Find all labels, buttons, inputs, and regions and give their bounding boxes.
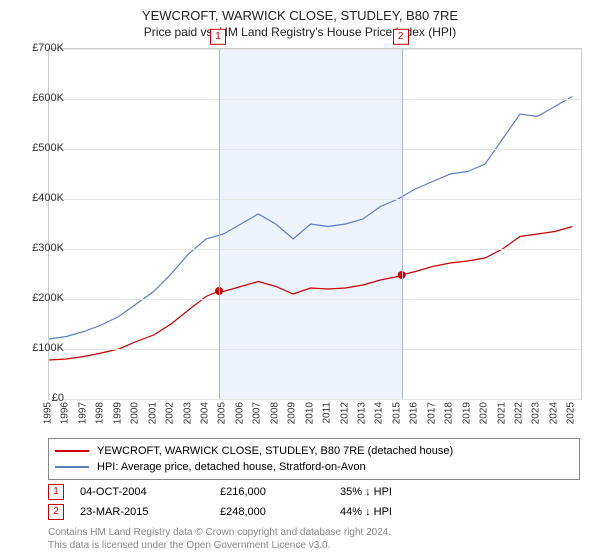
legend-label: YEWCROFT, WARWICK CLOSE, STUDLEY, B80 7R… — [97, 445, 453, 457]
y-tick-label: £400K — [8, 192, 64, 204]
footer-line-2: This data is licensed under the Open Gov… — [48, 539, 391, 552]
sale-diff: 44% ↓ HPI — [340, 506, 580, 518]
x-tick-label: 1999 — [112, 402, 123, 424]
y-tick-label: £700K — [8, 42, 64, 54]
x-tick-label: 2021 — [496, 402, 507, 424]
x-tick-label: 2001 — [147, 402, 158, 424]
x-tick-label: 2000 — [130, 402, 141, 424]
legend-swatch — [55, 466, 89, 468]
x-tick-label: 1996 — [60, 402, 71, 424]
sale-row: 1 04-OCT-2004£216,00035% ↓ HPI — [48, 482, 580, 502]
x-tick-label: 2012 — [339, 402, 350, 424]
x-tick-label: 2007 — [252, 402, 263, 424]
sale-marker-flag: 2 — [393, 29, 409, 45]
y-tick-label: £0 — [8, 392, 64, 404]
x-tick-label: 2009 — [287, 402, 298, 424]
sale-price: £216,000 — [220, 486, 340, 498]
x-tick-label: 2017 — [426, 402, 437, 424]
x-tick-label: 2020 — [479, 402, 490, 424]
gridline — [49, 349, 581, 350]
x-tick-label: 2025 — [566, 402, 577, 424]
sale-date: 04-OCT-2004 — [80, 486, 220, 498]
gridline — [49, 199, 581, 200]
sale-row-marker: 1 — [48, 484, 64, 500]
x-tick-label: 2023 — [531, 402, 542, 424]
gridline — [49, 149, 581, 150]
y-tick-label: £600K — [8, 92, 64, 104]
x-tick-label: 2004 — [199, 402, 210, 424]
x-tick-label: 2013 — [356, 402, 367, 424]
gridline — [49, 49, 581, 50]
sale-marker-flag: 1 — [210, 29, 226, 45]
x-tick-label: 2003 — [182, 402, 193, 424]
y-tick-label: £100K — [8, 342, 64, 354]
x-tick-label: 2015 — [391, 402, 402, 424]
sale-price: £248,000 — [220, 506, 340, 518]
gridline — [49, 249, 581, 250]
sale-row-marker: 2 — [48, 504, 64, 520]
x-tick-label: 1997 — [77, 402, 88, 424]
sale-vline — [402, 49, 403, 399]
x-tick-label: 2005 — [217, 402, 228, 424]
chart-title: YEWCROFT, WARWICK CLOSE, STUDLEY, B80 7R… — [0, 0, 600, 23]
x-tick-label: 2006 — [234, 402, 245, 424]
footer-line-1: Contains HM Land Registry data © Crown c… — [48, 526, 391, 539]
legend: YEWCROFT, WARWICK CLOSE, STUDLEY, B80 7R… — [48, 438, 580, 480]
sale-vline — [219, 49, 220, 399]
x-tick-label: 2002 — [165, 402, 176, 424]
gridline — [49, 99, 581, 100]
sales-table: 1 04-OCT-2004£216,00035% ↓ HPI 2 23-MAR-201… — [48, 482, 580, 522]
legend-swatch — [55, 450, 89, 452]
x-tick-label: 1998 — [95, 402, 106, 424]
gridline — [49, 299, 581, 300]
y-tick-label: £200K — [8, 292, 64, 304]
y-tick-label: £500K — [8, 142, 64, 154]
legend-item: YEWCROFT, WARWICK CLOSE, STUDLEY, B80 7R… — [55, 443, 573, 459]
x-tick-label: 2014 — [374, 402, 385, 424]
x-tick-label: 1995 — [43, 402, 54, 424]
chart-svg — [49, 49, 581, 399]
series-hpi — [49, 97, 572, 340]
x-tick-label: 2010 — [304, 402, 315, 424]
x-tick-label: 2019 — [461, 402, 472, 424]
x-tick-label: 2018 — [444, 402, 455, 424]
sale-row: 2 23-MAR-2015£248,00044% ↓ HPI — [48, 502, 580, 522]
series-property — [49, 227, 572, 361]
legend-label: HPI: Average price, detached house, Stra… — [97, 461, 366, 473]
legend-item: HPI: Average price, detached house, Stra… — [55, 459, 573, 475]
gridline — [49, 399, 581, 400]
footer-attribution: Contains HM Land Registry data © Crown c… — [48, 526, 391, 552]
x-tick-label: 2022 — [513, 402, 524, 424]
x-tick-label: 2024 — [548, 402, 559, 424]
x-tick-label: 2011 — [322, 402, 333, 424]
sale-diff: 35% ↓ HPI — [340, 486, 580, 498]
chart-plot-area — [48, 48, 582, 400]
chart-subtitle: Price paid vs. HM Land Registry's House … — [0, 23, 600, 39]
x-tick-label: 2008 — [269, 402, 280, 424]
sale-date: 23-MAR-2015 — [80, 506, 220, 518]
y-tick-label: £300K — [8, 242, 64, 254]
x-tick-label: 2016 — [409, 402, 420, 424]
